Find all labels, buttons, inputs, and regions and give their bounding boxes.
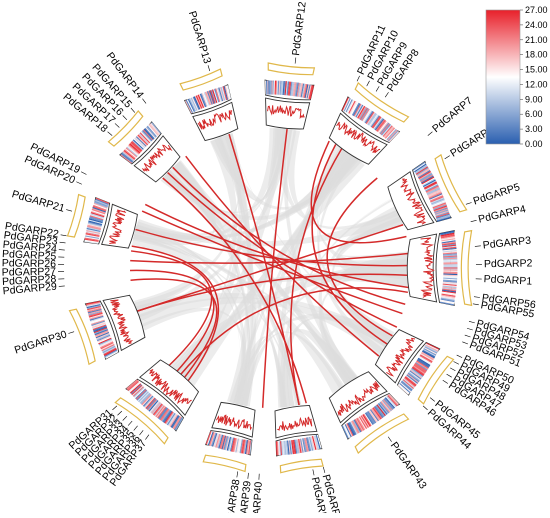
chromosome-8 xyxy=(69,295,144,364)
chromosome-box xyxy=(461,231,471,306)
gene-label-connector xyxy=(128,421,132,425)
gene-label-connector xyxy=(68,332,74,334)
heatmap-cell xyxy=(443,266,457,267)
gene-label-connector xyxy=(430,398,435,402)
chromosome-box xyxy=(68,195,86,237)
gene-label-connector xyxy=(466,202,472,204)
scale-tick-label: 12.00 xyxy=(525,79,548,89)
gene-label-connector xyxy=(76,182,81,184)
gene-label-connector xyxy=(145,435,149,440)
scale-tick-label: 18.00 xyxy=(525,50,548,60)
gene-label-connector xyxy=(61,235,67,236)
scale-tick-label: 6.00 xyxy=(525,109,543,119)
gene-label-connector xyxy=(465,335,471,337)
chromosome-box xyxy=(268,63,314,75)
gene-label-connector xyxy=(467,328,473,330)
chromosome-1 xyxy=(407,231,471,306)
gene-label-connector xyxy=(59,250,65,251)
gene-label: PdGARP30 xyxy=(13,328,68,356)
gene-label-connector xyxy=(450,368,455,371)
gene-label: PdGARP21 xyxy=(10,188,66,215)
gene-label-connector xyxy=(66,210,72,212)
gene-label-connector xyxy=(117,411,121,415)
gene-label-connector xyxy=(462,342,468,344)
gene-label: PdGARP4 xyxy=(477,203,527,226)
color-scale-ticks: 27.00 24.00 21.00 18.00 15.00 12.00 9.00 6.00 3.… xyxy=(520,5,548,149)
gene-label-connector xyxy=(295,58,296,64)
gene-label-connector xyxy=(313,469,314,475)
chromosome-11 xyxy=(275,405,323,472)
gene-label-connector xyxy=(59,286,65,287)
gene-label-connector xyxy=(428,132,433,136)
gene-label-connector xyxy=(457,355,462,358)
gene-label-connector xyxy=(123,416,127,420)
gene-label-connector xyxy=(248,473,249,479)
chromosome-10 xyxy=(203,402,255,471)
gene-label-connector xyxy=(388,437,391,442)
gene-label-connector xyxy=(469,321,475,323)
gene-label: PdGARP43 xyxy=(388,440,429,491)
gene-label: PdGARP1 xyxy=(483,273,532,288)
gene-label-connector xyxy=(475,246,481,247)
gene-label: PdGARP7 xyxy=(430,95,475,135)
gene-label-connector xyxy=(445,156,450,159)
gene-label-connector xyxy=(237,471,238,477)
gene-label-connector xyxy=(123,115,127,119)
gene-label-connector xyxy=(81,172,86,175)
gene-label-connector xyxy=(208,65,210,71)
gene-label-connector xyxy=(454,362,459,365)
gene-label-connector xyxy=(142,99,146,104)
gene-label: PdGARP13 xyxy=(186,10,213,66)
gene-label-connector xyxy=(474,297,480,298)
heatmap-cell xyxy=(268,81,269,95)
gene-label: PdGARP40 xyxy=(250,481,265,513)
chromosome-7 xyxy=(68,195,138,249)
scale-tick-label: 27.00 xyxy=(525,5,548,15)
gene-label-connector xyxy=(323,467,325,473)
chromosome-4 xyxy=(265,63,314,129)
gene-label-connector xyxy=(60,242,66,243)
gene-label-connector xyxy=(443,380,448,383)
gene-label-connector xyxy=(473,304,479,305)
scale-tick-label: 21.00 xyxy=(525,35,548,45)
gene-label-connector xyxy=(139,430,143,435)
scale-tick-label: 9.00 xyxy=(525,94,543,104)
gene-label-connector xyxy=(471,220,477,221)
color-scale-legend: 27.00 24.00 21.00 18.00 15.00 12.00 9.00 6.00 3.… xyxy=(486,5,548,149)
gene-label-connector xyxy=(115,123,119,127)
gene-label-connector xyxy=(367,81,370,86)
gene-label-connector xyxy=(385,92,388,97)
chromosome-box xyxy=(280,459,323,472)
gene-label-connector xyxy=(423,406,427,410)
gene-label-connector xyxy=(357,76,360,81)
gene-label-connector xyxy=(108,132,113,136)
gene-label-connector xyxy=(447,374,452,377)
color-scale-bar xyxy=(486,10,520,144)
gene-label-connector xyxy=(134,426,138,431)
gene-label: PdGARP12 xyxy=(290,1,309,56)
gene-label-connector xyxy=(112,406,116,410)
gene-label: PdGARP5 xyxy=(472,181,522,207)
gene-label-connector xyxy=(376,86,379,91)
gene-label-connector xyxy=(131,108,135,113)
chromosome-box xyxy=(180,69,222,90)
gene-label: PdGARP2 xyxy=(484,257,533,270)
chromosome-box xyxy=(203,455,246,471)
gene-label: PdGARP3 xyxy=(482,235,532,252)
scale-tick-label: 24.00 xyxy=(525,20,548,30)
chromosome-5 xyxy=(180,69,238,140)
scale-tick-label: 15.00 xyxy=(525,65,548,75)
scale-tick-label: 0.00 xyxy=(525,139,543,149)
scale-tick-label: 3.00 xyxy=(525,124,543,134)
